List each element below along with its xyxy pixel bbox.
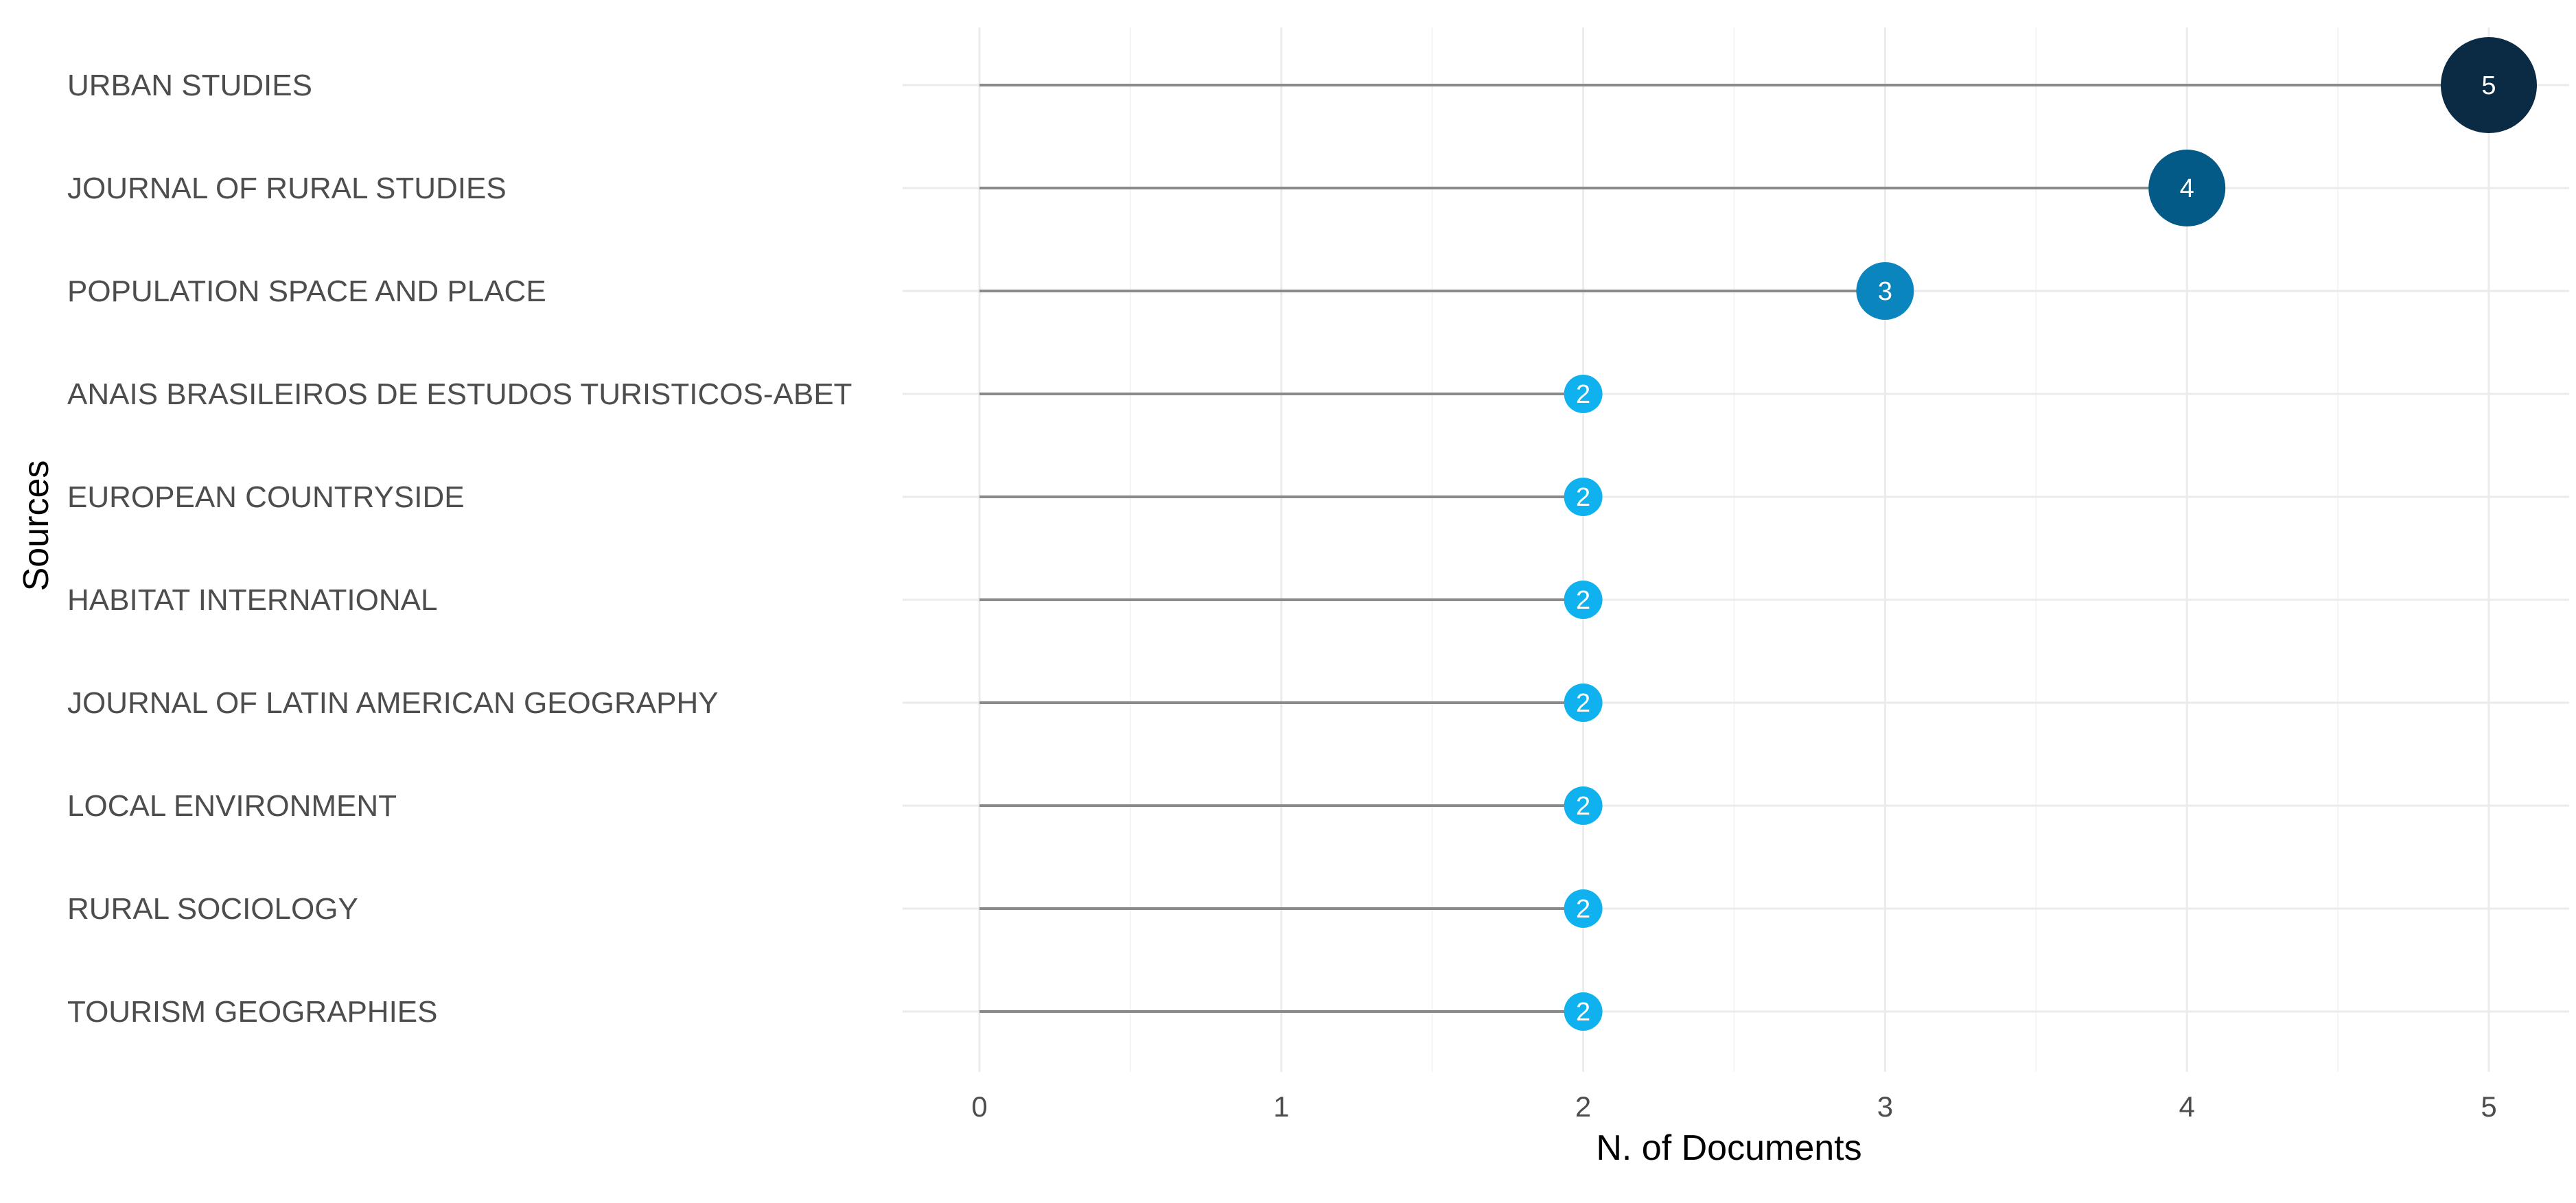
point-value-label: 2 [1576,483,1590,512]
point-value-label: 3 [1878,277,1892,306]
point-value-label: 5 [2481,71,2496,100]
lollipop-point [2148,150,2226,226]
point-value-label: 2 [1576,895,1590,924]
x-axis-title: N. of Documents [1596,1128,1861,1168]
category-label: HABITAT INTERNATIONAL [67,583,437,617]
lollipop-point [1564,684,1603,722]
y-axis-title: Sources [16,460,56,592]
x-tick-label: 1 [1273,1090,1289,1123]
x-axis-ticks: 0 1 2 3 4 5 [971,1090,2496,1123]
grid [903,27,2569,1072]
lollipop-point [1856,262,1914,320]
point-value-label: 2 [1576,792,1590,821]
point-value-label: 2 [1576,380,1590,409]
category-label: EUROPEAN COUNTRYSIDE [67,480,465,514]
chart-marks: 5 4 3 2 2 2 2 2 2 2 [979,37,2537,1031]
lollipop-point [1564,581,1603,619]
point-value-label: 4 [2180,174,2194,203]
category-label: JOURNAL OF RURAL STUDIES [67,172,507,205]
x-tick-label: 3 [1877,1090,1893,1123]
x-tick-label: 5 [2481,1090,2496,1123]
x-tick-label: 0 [971,1090,987,1123]
category-label: URBAN STUDIES [67,69,312,102]
category-label: TOURISM GEOGRAPHIES [67,995,438,1029]
lollipop-point [1564,478,1603,516]
category-label: POPULATION SPACE AND PLACE [67,275,546,308]
point-value-label: 2 [1576,998,1590,1027]
category-label: JOURNAL OF LATIN AMERICAN GEOGRAPHY [67,686,719,720]
x-tick-label: 4 [2179,1090,2195,1123]
lollipop-point [1564,992,1603,1031]
lollipop-point [2441,37,2537,133]
category-labels: URBAN STUDIES JOURNAL OF RURAL STUDIES POP… [67,69,852,1029]
x-tick-label: 2 [1575,1090,1591,1123]
lollipop-point [1564,889,1603,928]
lollipop-point [1564,375,1603,413]
point-value-label: 2 [1576,689,1590,718]
lollipop-point [1564,786,1603,825]
category-label: RURAL SOCIOLOGY [67,892,358,926]
category-label: ANAIS BRASILEIROS DE ESTUDOS TURISTICOS-… [67,377,852,411]
category-label: LOCAL ENVIRONMENT [67,789,397,823]
point-value-label: 2 [1576,586,1590,615]
